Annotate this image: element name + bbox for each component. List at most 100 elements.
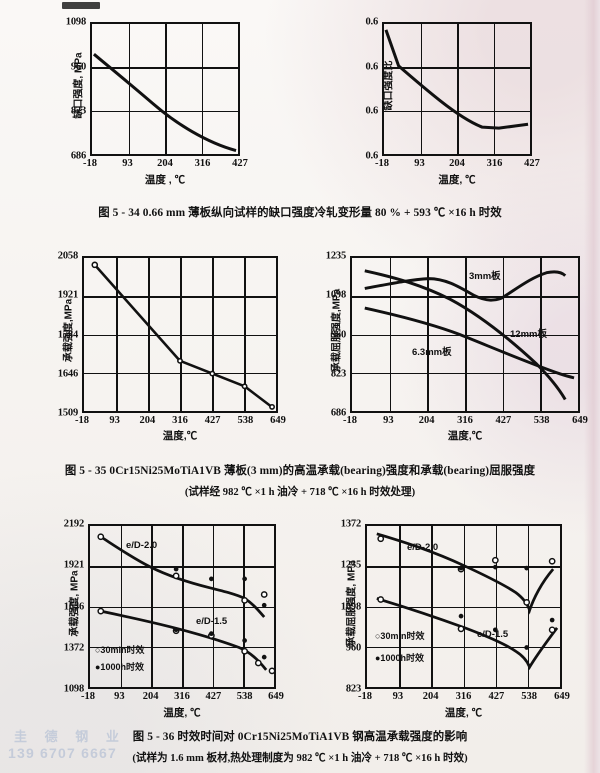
figure-caption-5-34: 图 5 - 34 0.66 mm 薄板纵向试样的缺口强度冷轧变形量 80 % +… xyxy=(98,207,502,219)
figure-caption-5-36-line1: 图 5 - 36 时效时间对 0Cr15Ni25MoTiA1VB 钢高温承载强度… xyxy=(132,731,468,743)
x-tick: -18 xyxy=(83,158,97,169)
y-tick: 1921 xyxy=(63,559,84,571)
chart-aging-bearing-yield: e/D-2.0 e/D-1.5 ○30min时效 ●1000h时效 1372 1… xyxy=(341,519,570,720)
x-axis-label: 温度, ℃ xyxy=(438,174,476,186)
legend-30min: ○30min时效 xyxy=(95,645,145,655)
y-tick: 0.6 xyxy=(365,150,378,162)
x-tick: 93 xyxy=(122,158,133,169)
y-tick: 960 xyxy=(330,329,346,340)
plot-area: 3mm板 12mm板 6.3mm板 xyxy=(350,256,580,413)
legend-1000h: ●1000h时效 xyxy=(95,662,144,672)
x-axis-label: 温度,℃ xyxy=(162,430,198,442)
x-tick: 316 xyxy=(457,415,473,426)
plot-area: e/D-2.0 e/D-1.5 ○30min时效 ●1000h时效 xyxy=(88,524,276,689)
x-axis-label: 温度 , ℃ xyxy=(144,174,186,186)
x-axis-label: 温度, ℃ xyxy=(444,707,483,719)
x-tick: 427 xyxy=(524,158,540,169)
x-tick: 316 xyxy=(455,691,472,702)
series-curve xyxy=(91,261,275,410)
plot-area xyxy=(82,256,278,413)
x-tick: 316 xyxy=(174,691,190,702)
x-tick: 427 xyxy=(204,415,221,426)
chart-notch-strength: 1098 960 823 686 -18 93 204 316 427 缺口强度… xyxy=(66,17,248,187)
x-tick: -18 xyxy=(343,415,357,426)
series-curves-and-points xyxy=(376,532,559,671)
x-tick: 204 xyxy=(157,158,173,169)
annotation-eD-1-5: e/D-1.5 xyxy=(196,616,228,627)
series-label-6-3mm: 6.3mm板 xyxy=(412,347,452,358)
y-tick: 1784 xyxy=(57,329,78,340)
x-tick: 538 xyxy=(521,691,538,702)
x-tick: -18 xyxy=(358,691,372,702)
x-tick: 93 xyxy=(392,691,404,702)
legend-30min: ○30min时效 xyxy=(375,631,425,641)
x-tick: -18 xyxy=(375,158,389,169)
y-tick: 0.6 xyxy=(365,105,378,117)
x-tick: 649 xyxy=(554,691,570,702)
figure-caption-5-36-line2: (试样为 1.6 mm 板材,热处理制度为 982 ℃ ×1 h 油冷 + 71… xyxy=(132,753,468,764)
y-axis-label: 缺口强度比 xyxy=(383,60,395,111)
y-tick: 2192 xyxy=(63,518,84,530)
watermark-phone: 139 6707 6667 xyxy=(8,744,118,761)
series-label-12mm: 12mm板 xyxy=(510,329,547,340)
x-tick: 204 xyxy=(139,415,156,426)
x-axis-label: 温度,℃ xyxy=(447,430,483,442)
scan-artifact-mark xyxy=(62,2,100,9)
plot-area xyxy=(382,22,532,156)
x-tick: 204 xyxy=(422,691,439,702)
x-axis-label: 温度, ℃ xyxy=(163,707,201,719)
y-axis-label: 承载屈服强度, MPa xyxy=(346,560,358,647)
chart-aging-bearing-strength: e/D-2.0 e/D-1.5 ○30min时效 ●1000h时效 2192 1… xyxy=(64,519,284,720)
x-tick: 204 xyxy=(142,691,159,702)
annotation-eD-1-5: e/D-1.5 xyxy=(477,629,509,640)
y-tick: 823 xyxy=(70,105,86,117)
y-tick: 686 xyxy=(330,407,346,419)
x-tick: 204 xyxy=(449,158,465,169)
x-tick: 649 xyxy=(268,691,284,702)
y-tick: 823 xyxy=(330,368,346,380)
y-tick: 2058 xyxy=(57,250,78,262)
y-tick: 1098 xyxy=(340,601,361,612)
y-axis-label: 承载强度,MPa xyxy=(63,298,75,363)
watermark: 圭 德 钢 业 139 6707 6667 xyxy=(8,728,126,761)
x-tick: 427 xyxy=(495,415,512,426)
y-tick: 0.6 xyxy=(365,61,378,73)
y-tick: 1372 xyxy=(63,642,84,654)
chart-bearing-strength-3mm: 2058 1921 1784 1646 1509 -18 93 204 316 … xyxy=(58,251,286,443)
legend-1000h: ●1000h时效 xyxy=(375,653,424,663)
y-axis-label: 承载强度, MPa xyxy=(69,570,81,637)
x-tick: 93 xyxy=(114,691,125,702)
y-tick: 1098 xyxy=(65,16,86,28)
x-tick: 316 xyxy=(172,415,188,426)
watermark-company: 圭 德 钢 业 xyxy=(14,728,126,744)
plot-area: e/D-2.0 e/D-1.5 ○30min时效 ●1000h时效 xyxy=(365,524,562,689)
x-tick: 538 xyxy=(237,415,254,426)
y-tick: 1235 xyxy=(325,250,346,262)
x-tick: 316 xyxy=(194,158,211,169)
y-tick: 1235 xyxy=(340,559,361,571)
page-edge-shading xyxy=(584,0,600,773)
y-tick: 1372 xyxy=(340,518,361,530)
plot-area xyxy=(90,22,240,156)
series-label-3mm: 3mm板 xyxy=(469,271,501,282)
y-tick: 823 xyxy=(345,683,361,695)
figure-caption-5-35-line1: 图 5 - 35 0Cr15Ni25MoTiA1VB 薄板(3 mm)的高温承载… xyxy=(64,465,536,477)
x-tick: 538 xyxy=(533,415,550,426)
figure-caption-5-35-line2: (试样经 982 ℃ ×1 h 油冷 + 718 ℃ ×16 h 时效处理) xyxy=(184,487,416,498)
series-curve xyxy=(92,53,237,152)
x-tick: 427 xyxy=(488,691,505,702)
x-tick: 93 xyxy=(109,415,120,426)
y-tick: 1921 xyxy=(57,289,78,301)
x-tick: 538 xyxy=(236,691,253,702)
y-tick: 0.6 xyxy=(365,16,378,28)
x-tick: 93 xyxy=(414,158,425,169)
series-curves xyxy=(364,269,575,401)
y-tick: 1098 xyxy=(325,289,346,301)
y-tick: 1098 xyxy=(63,683,84,695)
x-tick: -18 xyxy=(75,415,89,426)
y-tick: 960 xyxy=(345,642,361,654)
y-tick: 686 xyxy=(70,150,86,162)
y-axis-label: 承载屈服强度,MPa xyxy=(331,288,343,373)
annotation-eD-2-0: e/D-2.0 xyxy=(407,542,439,553)
annotation-eD-2-0: e/D-2.0 xyxy=(126,540,158,551)
